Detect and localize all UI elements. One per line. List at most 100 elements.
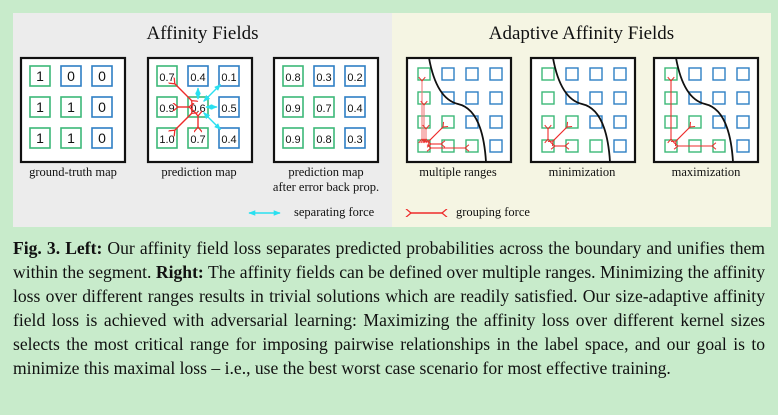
range-cell: [489, 115, 503, 129]
cell-value: 0.7: [190, 134, 205, 146]
cell-value: 0.4: [221, 134, 236, 146]
map-cell: [313, 127, 335, 149]
cell-value: 0.7: [159, 72, 174, 84]
grouping-force-line: [175, 84, 192, 101]
map-cell: [218, 127, 240, 149]
range-cell: [589, 67, 603, 81]
segment-boundary-curve: [675, 57, 734, 163]
map-cell: [282, 96, 304, 118]
cell-value: 0: [98, 68, 106, 84]
cell-value: 0.2: [347, 72, 362, 84]
range-cell: [541, 91, 555, 105]
grouping-force-line: [429, 127, 443, 141]
range-cell: [736, 91, 750, 105]
range-cell: [465, 91, 479, 105]
map-label-after-back-prop: after error back prop.: [272, 180, 380, 194]
map-cell: [344, 96, 366, 118]
legend-grouping-force: grouping force: [456, 205, 530, 219]
range-cell: [489, 67, 503, 81]
range-cell: [441, 139, 455, 153]
cell-value: 1: [36, 99, 44, 115]
figure-diagram: 1 0 01 1 01 1 00.7 0.4 0.10.9 0.6 0.51.0 0.7 0.40.8 0…: [19, 56, 760, 230]
cell-value: 1.0: [159, 134, 174, 146]
range-cell: [417, 139, 431, 153]
map-cell: [60, 127, 82, 149]
map-cell: [218, 65, 240, 87]
cell-value: 0.1: [221, 72, 236, 84]
separating-force-arrow: [203, 112, 222, 131]
range-cell: [736, 115, 750, 129]
range-cell: [736, 67, 750, 81]
range-cell: [664, 67, 678, 81]
map-cell: [60, 65, 82, 87]
range-cell: [589, 139, 603, 153]
cell-value: 0: [67, 68, 75, 84]
caption-left-text: Our affinity field loss separates predic…: [13, 238, 765, 282]
range-cell: [441, 115, 455, 129]
cell-value: 0.7: [316, 103, 331, 115]
cell-value: 0.4: [190, 72, 205, 84]
map-cell: [344, 127, 366, 149]
caption-right-label: Right:: [155, 262, 204, 282]
range-cell: [489, 91, 503, 105]
range-cell: [417, 91, 431, 105]
range-cell: [565, 139, 579, 153]
map-label-multiple-ranges: multiple ranges: [419, 165, 497, 179]
range-cell: [688, 115, 702, 129]
cell-value: 1: [36, 130, 44, 146]
legend-separating-force: separating force: [294, 205, 375, 219]
cell-value: 0.3: [316, 72, 331, 84]
cell-value: 0: [98, 99, 106, 115]
map-cell: [313, 96, 335, 118]
segment-boundary-curve: [552, 57, 611, 163]
map-cell: [313, 65, 335, 87]
range-cell: [613, 91, 627, 105]
range-cell: [441, 67, 455, 81]
map-cell: [91, 65, 113, 87]
cell-value: 1: [67, 99, 75, 115]
caption-right-text: The affinity fields can be defined over …: [13, 262, 765, 378]
map-cell: [282, 65, 304, 87]
range-cell: [613, 115, 627, 129]
grouping-force-line: [175, 113, 192, 130]
caption-fig-label: Fig. 3.: [13, 238, 61, 258]
panel-title-affinity-fields: Affinity Fields: [146, 23, 259, 44]
cell-value: 1: [67, 130, 75, 146]
range-cell: [688, 67, 702, 81]
panel-title-adaptive-affinity-fields: Adaptive Affinity Fields: [488, 23, 675, 44]
cell-value: 0.9: [285, 103, 300, 115]
map-cell: [60, 96, 82, 118]
map-cell: [282, 127, 304, 149]
map-cell: [344, 65, 366, 87]
range-cell: [664, 139, 678, 153]
map-cell: [91, 127, 113, 149]
cell-value: 0.3: [347, 134, 362, 146]
map-label-maximization: maximization: [671, 165, 741, 179]
range-cell: [565, 115, 579, 129]
cell-value: 0.9: [159, 103, 174, 115]
map-cell: [218, 96, 240, 118]
range-cell: [541, 67, 555, 81]
map-label-ground-truth: ground-truth map: [29, 165, 117, 179]
cell-value: 0.4: [347, 103, 362, 115]
range-cell: [613, 139, 627, 153]
map-label-prediction-after: prediction map: [288, 165, 364, 179]
range-cell: [489, 139, 503, 153]
range-cell: [541, 115, 555, 129]
grouping-force-line: [553, 127, 567, 141]
cell-value: 0: [98, 130, 106, 146]
cell-value: 0.8: [316, 134, 331, 146]
map-cell: [29, 96, 51, 118]
map-cell: [91, 96, 113, 118]
range-cell: [541, 139, 555, 153]
range-cell: [736, 139, 750, 153]
grouping-force-line: [676, 127, 690, 141]
range-cell: [613, 67, 627, 81]
cell-value: 0.8: [285, 72, 300, 84]
cell-value: 0.9: [285, 134, 300, 146]
range-cell: [712, 139, 726, 153]
cell-value: 0.5: [221, 103, 236, 115]
map-cell: [29, 65, 51, 87]
range-cell: [465, 139, 479, 153]
cell-value: 1: [36, 68, 44, 84]
